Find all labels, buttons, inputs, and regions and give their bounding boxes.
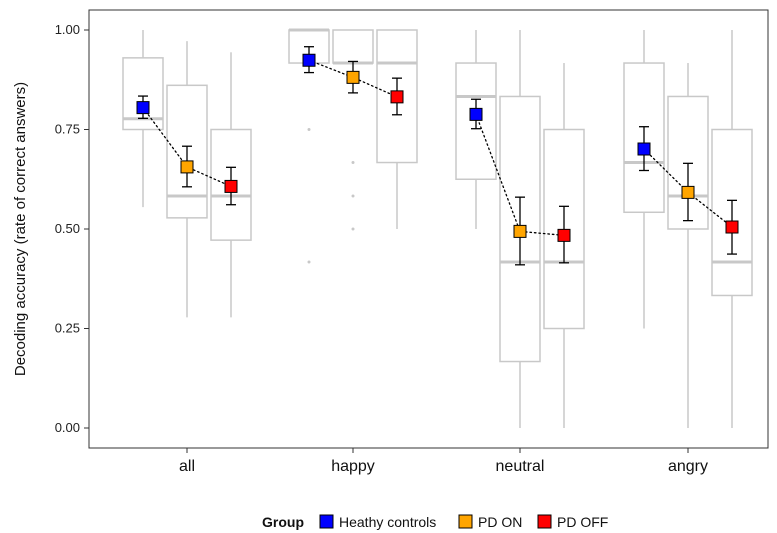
legend-swatch — [458, 514, 473, 529]
mean-marker — [180, 160, 194, 174]
legend-swatch — [537, 514, 552, 529]
legend-label: PD OFF — [557, 514, 608, 530]
mean-connector — [475, 113, 565, 237]
mean-marker — [469, 107, 483, 121]
y-tick-label: 0.25 — [55, 321, 80, 336]
mean-marker — [302, 53, 316, 67]
mean-marker — [681, 185, 695, 199]
mean-marker — [557, 228, 571, 242]
mean-marker — [637, 142, 651, 156]
box-outlier — [307, 260, 311, 264]
x-tick-label: happy — [331, 458, 375, 475]
box-iqr — [455, 62, 497, 181]
x-tick-label: neutral — [496, 458, 545, 475]
plot-area — [122, 28, 753, 428]
y-tick-label: 1.00 — [55, 22, 80, 37]
mean-marker — [346, 70, 360, 84]
legend-title: Group — [262, 514, 304, 530]
x-tick-label: all — [179, 458, 195, 475]
y-tick-label: 0.75 — [55, 122, 80, 137]
box-outlier — [351, 227, 355, 231]
box-iqr — [667, 95, 709, 230]
mean-marker — [224, 179, 238, 193]
legend: Group Heathy controls PD ON PD OFF — [262, 514, 608, 530]
mean-marker — [725, 220, 739, 234]
mean-marker — [136, 101, 150, 115]
mean-marker — [390, 90, 404, 104]
box-outlier — [307, 128, 311, 131]
legend-label: Heathy controls — [339, 514, 436, 530]
x-tick-label: angry — [668, 458, 708, 475]
box-outlier — [351, 161, 355, 165]
legend-label: PD ON — [478, 514, 522, 530]
y-axis-title: Decoding accuracy (rate of correct answe… — [12, 82, 29, 376]
mean-connector — [643, 148, 733, 228]
y-tick-label: 0.50 — [55, 221, 80, 236]
mean-marker — [513, 224, 527, 238]
box-outlier — [351, 194, 355, 198]
box-iqr — [332, 29, 374, 64]
axes: 0.00 0.25 0.50 0.75 1.00 all happy neutral angry — [55, 22, 708, 475]
legend-swatch — [319, 514, 334, 529]
y-tick-label: 0.00 — [55, 420, 80, 435]
